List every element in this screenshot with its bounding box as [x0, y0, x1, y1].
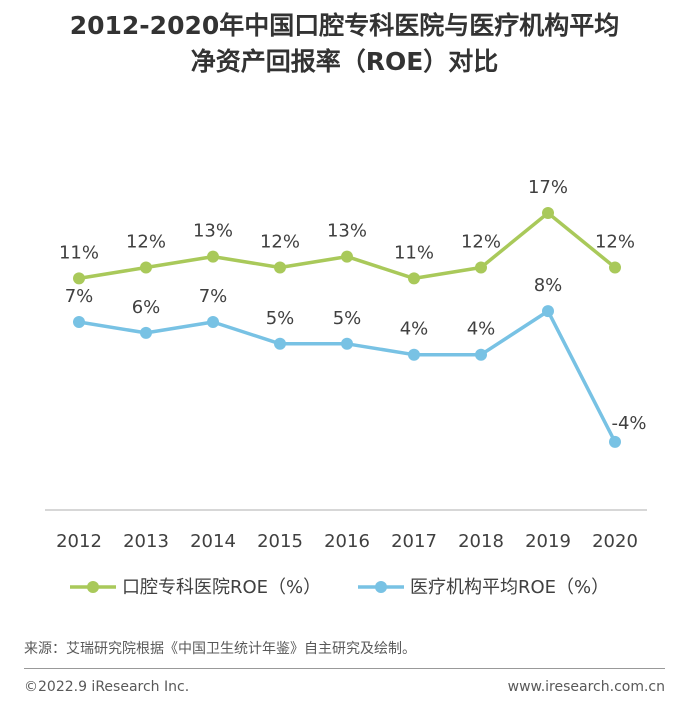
series-2-label-2017: 4% [400, 319, 429, 340]
legend-label-2: 医疗机构平均ROE（%） [410, 577, 609, 598]
series-2-label-2019: 8% [534, 275, 563, 296]
series-2-point-2013 [140, 326, 152, 339]
series-1-point-2013 [140, 261, 152, 274]
series-1-label-2016: 13% [327, 221, 367, 242]
series-1-label-2015: 12% [260, 232, 300, 253]
series-1-label-2013: 12% [126, 232, 166, 253]
series-1-label-2019: 17% [528, 177, 568, 198]
series-1-label-2012: 11% [59, 242, 99, 263]
x-tick-label-2019: 2019 [525, 531, 571, 552]
series-2-point-2016 [341, 337, 353, 350]
series-2-point-2020 [609, 435, 621, 448]
series-1-point-2015 [274, 261, 286, 274]
series-2-point-2014 [207, 316, 219, 328]
series-2-label-2014: 7% [199, 286, 228, 307]
chart-title: 2012-2020年中国口腔专科医院与医疗机构平均 净资产回报率（ROE）对比 [0, 8, 689, 80]
series-1-point-2012 [73, 272, 85, 285]
series-2-label-2018: 4% [467, 319, 496, 340]
series-2-point-2012 [73, 316, 85, 328]
x-tick-label-2018: 2018 [458, 531, 504, 552]
series-2-point-2019 [542, 305, 554, 318]
source-note: 来源：艾瑞研究院根据《中国卫生统计年鉴》自主研究及绘制。 [24, 641, 416, 657]
series-2-label-2016: 5% [333, 308, 362, 329]
x-tick-label-2020: 2020 [592, 531, 638, 552]
website-text: www.iresearch.com.cn [507, 679, 665, 695]
series-1-point-2019 [542, 207, 554, 219]
legend-marker-1 [87, 581, 99, 593]
x-tick-label-2012: 2012 [56, 531, 102, 552]
series-2-label-2013: 6% [132, 297, 161, 318]
chart-title-line2: 净资产回报率（ROE）对比 [190, 47, 499, 76]
series-line-2 [78, 309, 617, 443]
legend-label-1: 口腔专科医院ROE（%） [122, 577, 321, 598]
series-2-point-2015 [274, 337, 286, 350]
series-1-point-2017 [408, 272, 420, 285]
x-tick-label-2015: 2015 [257, 531, 303, 552]
roe-line-chart: 2012 2013 2014 2015 2016 2017 2018 2019 2020 11% 1… [45, 177, 647, 598]
copyright-text: ©2022.9 iResearch Inc. [24, 679, 190, 695]
series-2-label-2015: 5% [266, 308, 295, 329]
series-1-point-2014 [207, 250, 219, 263]
series-1-label-2018: 12% [461, 232, 501, 253]
series-1-label-2020: 12% [595, 232, 635, 253]
series-1-point-2018 [475, 261, 487, 274]
series-1-point-2016 [341, 250, 353, 263]
legend-marker-2 [375, 581, 387, 593]
footer-divider [24, 668, 665, 669]
series-2-label-2020: -4% [611, 413, 646, 434]
series-2-point-2018 [475, 348, 487, 361]
x-tick-label-2014: 2014 [190, 531, 236, 552]
series-1-label-2014: 13% [193, 221, 233, 242]
x-tick-label-2013: 2013 [123, 531, 169, 552]
series-1-point-2020 [609, 261, 621, 274]
series-1-label-2017: 11% [394, 242, 434, 263]
x-tick-label-2017: 2017 [391, 531, 437, 552]
series-2-label-2012: 7% [65, 286, 94, 307]
chart-title-line1: 2012-2020年中国口腔专科医院与医疗机构平均 [69, 11, 620, 40]
series-2-point-2017 [408, 348, 420, 361]
x-tick-label-2016: 2016 [324, 531, 370, 552]
